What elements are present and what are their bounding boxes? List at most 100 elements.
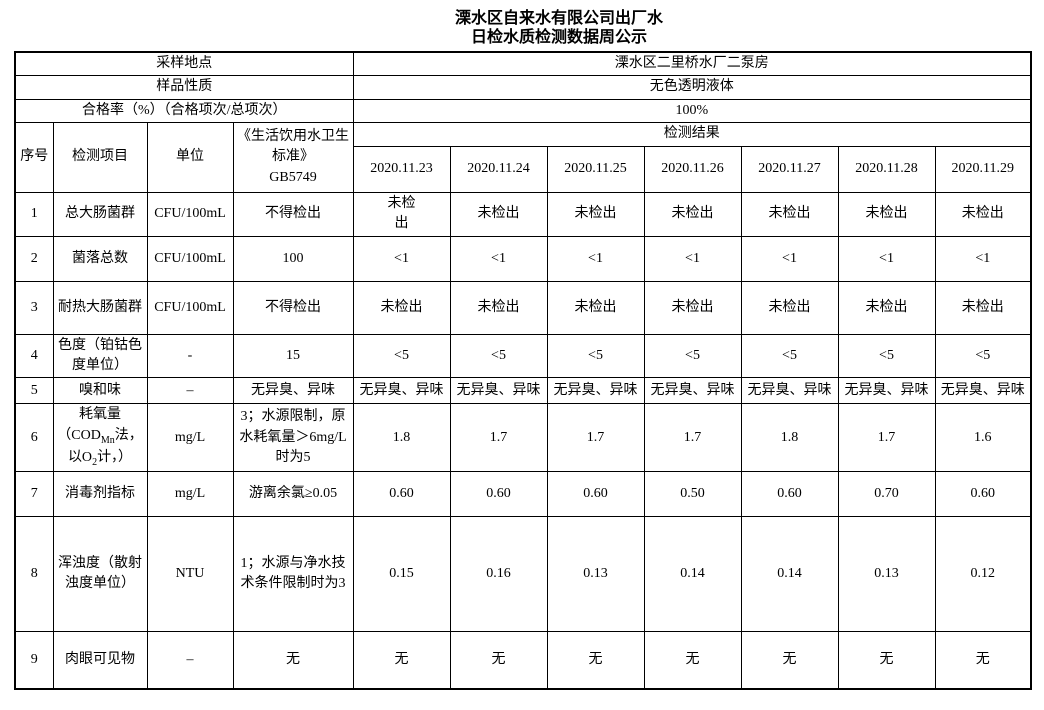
sample-nature-value: 无色透明液体 <box>352 75 1032 100</box>
header-date: 2020.11.23 <box>352 145 451 193</box>
table-row: 8 浑浊度（散射浊度单位） NTU 1；水源与净水技术条件限制时为3 0.15 … <box>14 516 1032 633</box>
table-row: 2 菌落总数 CFU/100mL 100 <1 <1 <1 <1 <1 <1 <… <box>14 235 1032 282</box>
row-value: 0.60 <box>740 471 839 518</box>
header-date: 2020.11.25 <box>546 145 645 193</box>
header-row-top: 序号 检测项目 单位 《生活饮用水卫生标准》 GB5749 检测结果 <box>14 121 1032 193</box>
row-value: 0.16 <box>449 516 548 633</box>
row-value: 1.7 <box>643 403 742 473</box>
row-standard: 不得检出 <box>232 280 354 335</box>
row-unit: – <box>146 631 234 690</box>
row-seq: 5 <box>14 377 54 405</box>
row-value: 1.7 <box>449 403 548 473</box>
row-value: 未检出 <box>449 280 548 335</box>
row-value: 1.7 <box>837 403 936 473</box>
row-value: <1 <box>740 235 839 282</box>
info-row-pass-rate: 合格率（%）（合格项次/总项次） 100% <box>14 98 1032 123</box>
row-value: 0.60 <box>449 471 548 518</box>
row-value: 0.13 <box>837 516 936 633</box>
row-value: 1.6 <box>934 403 1032 473</box>
row-value: 0.14 <box>643 516 742 633</box>
row-value: 未检出 <box>837 280 936 335</box>
row-item: 耐热大肠菌群 <box>52 280 148 335</box>
row-seq: 1 <box>14 191 54 237</box>
row-value: 无异臭、异味 <box>837 377 936 405</box>
header-result: 检测结果 <box>352 121 1032 147</box>
row-value: 0.60 <box>546 471 645 518</box>
row-item: 耗氧量（CODMn法，以O2计，） <box>52 403 148 473</box>
page-title-line2: 日检水质检测数据周公示 <box>470 29 647 46</box>
header-unit: 单位 <box>146 121 234 193</box>
row-value: 未检出 <box>546 280 645 335</box>
row-value: 0.70 <box>837 471 936 518</box>
row-seq: 2 <box>14 235 54 282</box>
row-seq: 9 <box>14 631 54 690</box>
row-value: 未检出 <box>740 191 839 237</box>
row-unit: CFU/100mL <box>146 280 234 335</box>
header-date: 2020.11.29 <box>934 145 1032 193</box>
row-unit: NTU <box>146 516 234 633</box>
row-value: 0.14 <box>740 516 839 633</box>
row-value: <5 <box>934 333 1032 379</box>
row-value: 无 <box>740 631 839 690</box>
sampling-location-value: 溧水区二里桥水厂二泵房 <box>352 51 1032 77</box>
row-value: <5 <box>643 333 742 379</box>
row-unit: – <box>146 377 234 405</box>
row-value: <1 <box>934 235 1032 282</box>
row-seq: 4 <box>14 333 54 379</box>
water-quality-table: 采样地点 溧水区二里桥水厂二泵房 样品性质 无色透明液体 合格率（%）（合格项次… <box>14 51 1033 690</box>
table-row: 1 总大肠菌群 CFU/100mL 不得检出 未检 出 未检出 未检出 未检出 … <box>14 191 1032 237</box>
pass-rate-label: 合格率（%）（合格项次/总项次） <box>14 98 354 123</box>
info-row-sample-nature: 样品性质 无色透明液体 <box>14 75 1032 100</box>
row-value: 0.60 <box>934 471 1032 518</box>
header-date: 2020.11.28 <box>837 145 936 193</box>
row-unit: - <box>146 333 234 379</box>
row-value: 无 <box>449 631 548 690</box>
row-value: 无 <box>352 631 451 690</box>
row-standard: 3；水源限制，原水耗氧量＞6mg/L时为5 <box>232 403 354 473</box>
row-value: 0.60 <box>352 471 451 518</box>
table-row: 5 嗅和味 – 无异臭、异味 无异臭、异味 无异臭、异味 无异臭、异味 无异臭、… <box>14 377 1032 405</box>
row-unit: mg/L <box>146 403 234 473</box>
row-value: 未检出 <box>352 280 451 335</box>
row-value: 未检出 <box>740 280 839 335</box>
row-value: 0.50 <box>643 471 742 518</box>
row-value: 未检出 <box>643 191 742 237</box>
row-value: 未检出 <box>934 191 1032 237</box>
header-seq: 序号 <box>14 121 54 193</box>
table-row: 6 耗氧量（CODMn法，以O2计，） mg/L 3；水源限制，原水耗氧量＞6m… <box>14 403 1032 473</box>
row-standard: 100 <box>232 235 354 282</box>
row-value: 无 <box>643 631 742 690</box>
row-item: 肉眼可见物 <box>52 631 148 690</box>
row-value: <1 <box>352 235 451 282</box>
row-standard: 无异臭、异味 <box>232 377 354 405</box>
row-unit: mg/L <box>146 471 234 518</box>
row-value: 1.8 <box>740 403 839 473</box>
row-value: <5 <box>546 333 645 379</box>
row-seq: 8 <box>14 516 54 633</box>
header-item: 检测项目 <box>52 121 148 193</box>
row-value: <1 <box>837 235 936 282</box>
row-standard: 1；水源与净水技术条件限制时为3 <box>232 516 354 633</box>
row-value: <5 <box>740 333 839 379</box>
row-value: 无异臭、异味 <box>934 377 1032 405</box>
info-row-sampling-location: 采样地点 溧水区二里桥水厂二泵房 <box>14 51 1032 77</box>
row-value: 未检出 <box>934 280 1032 335</box>
row-unit: CFU/100mL <box>146 235 234 282</box>
row-value: 1.8 <box>352 403 451 473</box>
row-item: 浑浊度（散射浊度单位） <box>52 516 148 633</box>
row-item: 嗅和味 <box>52 377 148 405</box>
row-seq: 3 <box>14 280 54 335</box>
row-value: 1.7 <box>546 403 645 473</box>
row-item: 菌落总数 <box>52 235 148 282</box>
row-standard: 无 <box>232 631 354 690</box>
row-value: 无异臭、异味 <box>546 377 645 405</box>
row-item: 色度（铂钴色度单位） <box>52 333 148 379</box>
pass-rate-value: 100% <box>352 98 1032 123</box>
header-row-dates: 2020.11.23 2020.11.24 2020.11.25 2020.11… <box>15 145 1032 193</box>
sampling-location-label: 采样地点 <box>14 51 354 77</box>
header-date: 2020.11.24 <box>449 145 548 193</box>
page-title: 溧水区自来水有限公司出厂水 日检水质检测数据周公示 <box>0 9 1044 47</box>
row-value: <1 <box>546 235 645 282</box>
row-value: 无异臭、异味 <box>643 377 742 405</box>
row-value: 无异臭、异味 <box>740 377 839 405</box>
